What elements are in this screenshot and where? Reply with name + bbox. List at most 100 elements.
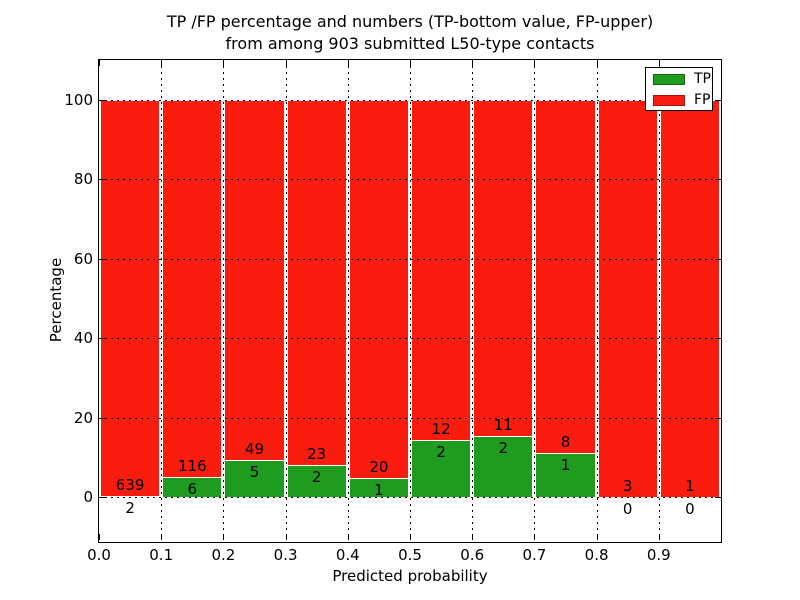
fp-count-label: 3 [622, 477, 633, 495]
tp-count-label: 1 [374, 481, 384, 500]
x-tick-top [347, 60, 349, 66]
tp-bar [411, 440, 472, 497]
chart-title-line1: TP /FP percentage and numbers (TP-bottom… [166, 12, 654, 31]
tp-swatch-icon [653, 73, 685, 85]
y-tick-left [99, 258, 105, 260]
fp-bar [411, 100, 472, 441]
fp-bar [100, 100, 161, 496]
fp-count-label: 12 [431, 420, 451, 439]
v-gridline [285, 60, 287, 540]
tp-bar [224, 460, 285, 497]
x-tick-label: 0.5 [398, 546, 422, 564]
x-tick-bottom [410, 534, 411, 540]
x-tick-label: 0.6 [460, 546, 485, 564]
y-tick-left [99, 417, 105, 419]
fp-count-label: 20 [369, 458, 389, 477]
fp-count-label: 1 [685, 477, 695, 495]
chart-title: TP /FP percentage and numbers (TP-bottom… [20, 11, 800, 55]
v-gridline [161, 60, 163, 540]
tp-count-label: 1 [560, 455, 571, 474]
tp-count-label: 2 [498, 438, 509, 457]
fp-count-label: 23 [307, 445, 327, 464]
x-tick-bottom [472, 534, 474, 540]
x-tick-top [534, 60, 536, 66]
x-tick-top [161, 60, 163, 66]
chart-title-line2: from among 903 submitted L50-type contac… [225, 34, 595, 53]
tp-bar [162, 477, 223, 497]
x-tick-bottom [534, 534, 536, 540]
fp-bar [535, 100, 596, 453]
fp-bar [162, 100, 223, 478]
x-tick-label: 0.3 [273, 546, 298, 564]
tp-count-label: 2 [311, 468, 322, 487]
fp-bar [659, 100, 720, 497]
x-tick-label: 0.0 [87, 546, 111, 564]
y-tick-left [99, 338, 105, 340]
y-tick-right [715, 417, 721, 419]
y-tick-left [99, 497, 105, 498]
v-gridline [223, 60, 225, 540]
y-tick-label: 40 [73, 329, 93, 348]
v-gridline [347, 60, 349, 540]
y-tick-right [715, 258, 721, 260]
v-gridline [658, 60, 660, 540]
legend-label-tp: TP [694, 71, 711, 87]
x-tick-bottom [223, 534, 225, 540]
fp-count-label: 639 [115, 475, 145, 494]
y-tick-right [715, 338, 721, 340]
x-tick-bottom [658, 534, 660, 540]
v-gridline [534, 60, 536, 540]
x-tick-top [658, 60, 660, 66]
y-tick-right [715, 179, 721, 181]
tp-bar [100, 495, 161, 497]
x-tick-bottom [99, 534, 100, 540]
plot-frame: 639 2 116 6 49 5 23 2 20 1 12 2 11 2 8 1 3 0 1 0 [98, 59, 722, 543]
x-tick-top [223, 60, 225, 66]
y-tick-label: 20 [73, 408, 93, 427]
x-tick-bottom [596, 534, 598, 540]
legend-item-tp: TP [653, 71, 711, 87]
y-tick-label: 100 [64, 91, 93, 109]
v-gridline [472, 60, 474, 540]
legend: TP FP [645, 67, 713, 111]
tp-count-label: 0 [622, 500, 633, 518]
y-tick-left [99, 100, 105, 101]
x-tick-top [410, 60, 411, 66]
fp-count-label: 49 [244, 440, 265, 459]
legend-item-fp: FP [653, 92, 711, 108]
tp-bar [286, 465, 347, 497]
tp-bar [348, 478, 409, 497]
tp-count-label: 6 [187, 480, 198, 499]
legend-label-fp: FP [694, 92, 711, 108]
fp-bar [473, 100, 534, 436]
y-tick-label: 0 [83, 488, 93, 506]
x-tick-bottom [285, 534, 287, 540]
tp-count-label: 2 [125, 498, 135, 517]
x-tick-label: 0.4 [335, 546, 360, 564]
tp-bar [535, 452, 596, 497]
x-tick-bottom [347, 534, 349, 540]
fp-bar [597, 100, 658, 497]
x-tick-label: 0.9 [646, 546, 671, 564]
x-tick-label: 0.7 [522, 546, 547, 564]
tp-count-label: 0 [685, 500, 695, 518]
x-tick-label: 0.8 [584, 546, 609, 564]
tp-count-label: 2 [436, 443, 446, 462]
fp-bar [224, 100, 285, 461]
x-tick-top [285, 60, 287, 66]
tp-bar [473, 435, 534, 497]
fp-count-label: 11 [493, 415, 513, 434]
v-gridline [596, 60, 598, 540]
y-tick-label: 60 [73, 249, 93, 268]
y-tick-label: 80 [73, 170, 93, 189]
x-tick-top [596, 60, 598, 66]
fp-swatch-icon [653, 94, 685, 106]
y-tick-left [99, 179, 105, 181]
x-tick-top [472, 60, 474, 66]
x-tick-label: 0.2 [211, 546, 236, 564]
fp-bar [348, 100, 409, 479]
v-gridline [410, 60, 411, 540]
fp-bar [286, 100, 347, 466]
x-tick-top [99, 60, 100, 66]
